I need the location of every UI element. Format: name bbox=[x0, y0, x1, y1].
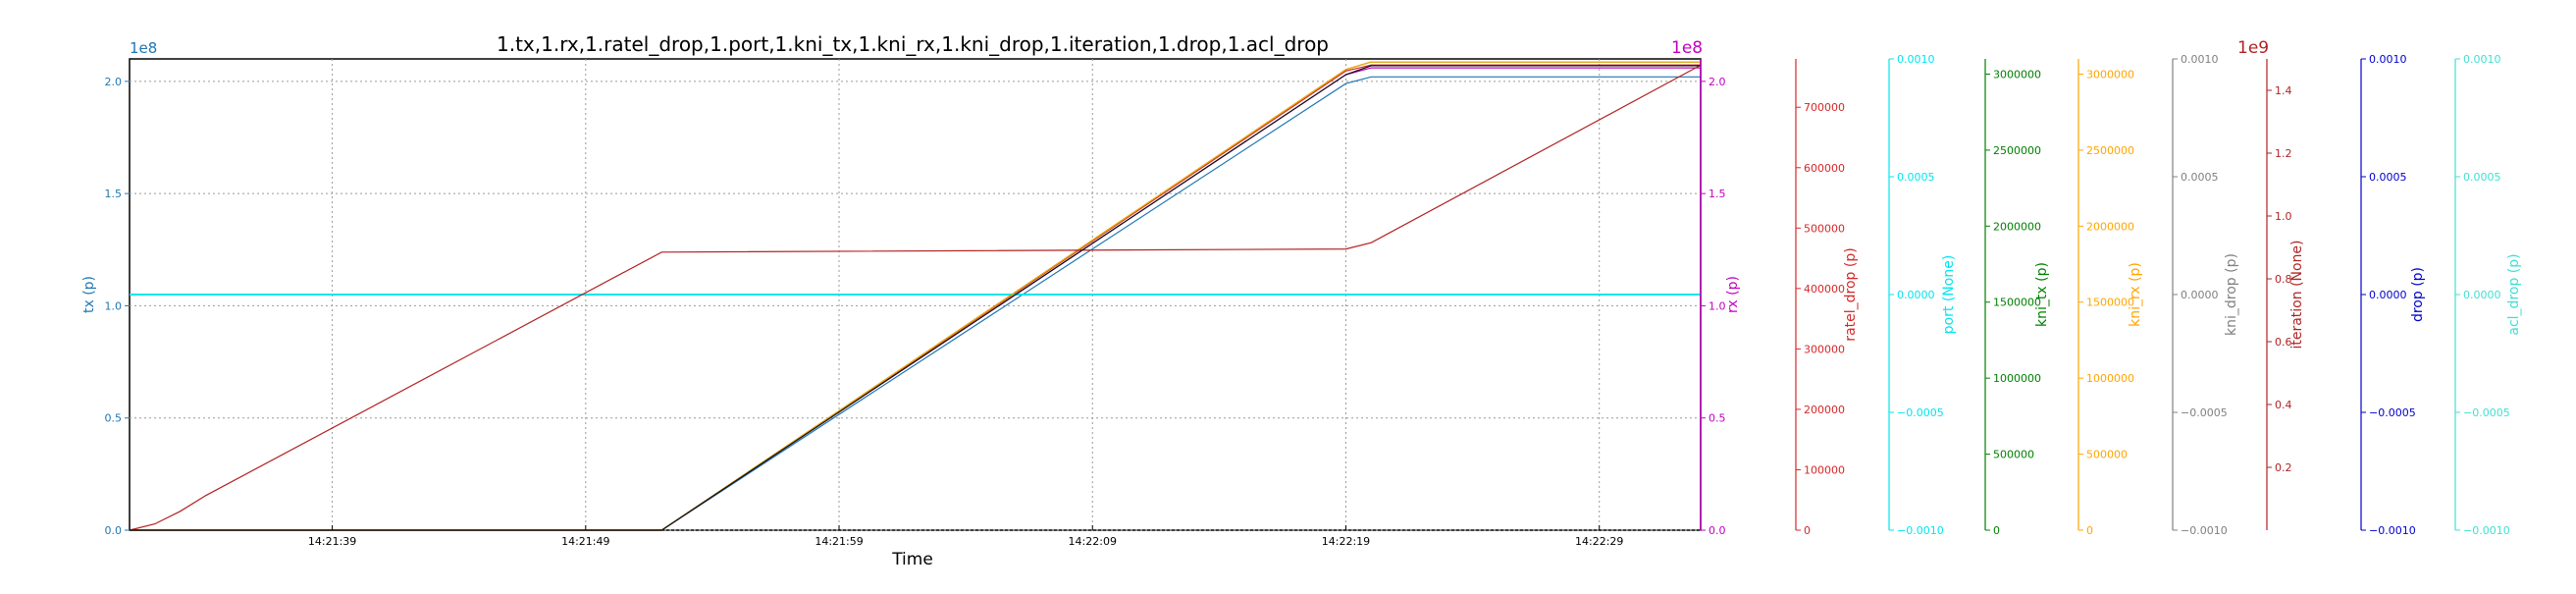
y-tick-label-ratel_drop: 100000 bbox=[1804, 463, 1845, 476]
y-tick-label-acl_drop: 0.0000 bbox=[2463, 289, 2501, 301]
y-tick-label-rx: 1.5 bbox=[1709, 188, 1726, 200]
y-tick-label-drop: 0.0010 bbox=[2369, 53, 2407, 66]
axes-layer: 14:21:39 14:21:49 14:21:59 14:22:09 14:22:19… bbox=[81, 38, 2522, 548]
y-tick-label-acl_drop: −0.0010 bbox=[2463, 524, 2510, 537]
y-tick-label-ratel_drop: 700000 bbox=[1804, 101, 1845, 114]
y-tick-label-kni_tx: 0 bbox=[1993, 524, 2000, 537]
series-line-2 bbox=[130, 64, 1701, 531]
axis-label-acl_drop: acl_drop (p) bbox=[2506, 253, 2522, 335]
y-tick-label-ratel_drop: 500000 bbox=[1804, 222, 1845, 235]
y-tick-label-port: 0.0005 bbox=[1897, 171, 1935, 184]
axis-label-kni_rx: kni_rx (p) bbox=[2128, 262, 2143, 327]
y-tick-label-port: 0.0000 bbox=[1897, 289, 1935, 301]
y-tick-label-iteration: 0.4 bbox=[2275, 399, 2292, 411]
x-tick-label: 14:21:49 bbox=[561, 535, 609, 548]
axis-label-rx: rx (p) bbox=[1725, 276, 1741, 313]
x-tick-label: 14:21:39 bbox=[308, 535, 356, 548]
y-tick-label-acl_drop: 0.0005 bbox=[2463, 171, 2501, 184]
y-tick-label-kni_drop: −0.0010 bbox=[2181, 524, 2228, 537]
y-tick-label-tx: 0.0 bbox=[105, 524, 123, 537]
series-line-0 bbox=[130, 76, 1701, 531]
y-tick-label-drop: 0.0005 bbox=[2369, 171, 2407, 184]
axis-label-tx: tx (p) bbox=[81, 276, 97, 313]
x-tick-label: 14:22:09 bbox=[1069, 535, 1117, 548]
y-tick-label-port: −0.0005 bbox=[1897, 406, 1944, 419]
y-tick-label-rx: 2.0 bbox=[1709, 76, 1726, 88]
y-tick-label-kni_rx: 1000000 bbox=[2086, 372, 2134, 385]
y-tick-label-kni_rx: 3000000 bbox=[2086, 68, 2134, 81]
chart-title: 1.tx,1.rx,1.ratel_drop,1.port,1.kni_tx,1… bbox=[497, 32, 1329, 56]
axis-label-kni_drop: kni_drop (p) bbox=[2224, 253, 2239, 336]
axis-label-port: port (None) bbox=[1941, 255, 1957, 335]
y-tick-label-rx: 0.5 bbox=[1709, 412, 1726, 425]
y-tick-label-iteration: 0.6 bbox=[2275, 336, 2292, 349]
axis-label-iteration: iteration (None) bbox=[2289, 240, 2305, 349]
x-tick-label: 14:22:19 bbox=[1322, 535, 1370, 548]
y-tick-label-kni_drop: 0.0005 bbox=[2181, 171, 2219, 184]
y-tick-label-ratel_drop: 200000 bbox=[1804, 404, 1845, 416]
axis-label-drop: drop (p) bbox=[2410, 267, 2426, 322]
series-layer bbox=[129, 61, 1702, 531]
y-tick-label-kni_tx: 2000000 bbox=[1993, 220, 2041, 233]
y-tick-label-iteration: 1.2 bbox=[2275, 147, 2292, 160]
y-tick-label-kni_rx: 0 bbox=[2086, 524, 2093, 537]
y-tick-label-ratel_drop: 400000 bbox=[1804, 283, 1845, 296]
y-tick-label-kni_tx: 1000000 bbox=[1993, 372, 2041, 385]
y-tick-label-ratel_drop: 600000 bbox=[1804, 162, 1845, 175]
x-axis-label: Time bbox=[891, 550, 933, 569]
y-tick-label-tx: 1.5 bbox=[105, 188, 123, 200]
y-tick-label-kni_rx: 1500000 bbox=[2086, 297, 2134, 309]
x-tick-label: 14:21:59 bbox=[815, 535, 863, 548]
axis-multiplier-tx: 1e8 bbox=[130, 39, 157, 57]
axis-multiplier-iteration: 1e9 bbox=[2237, 38, 2269, 58]
series-line-5 bbox=[130, 61, 1701, 531]
y-tick-label-kni_rx: 2500000 bbox=[2086, 144, 2134, 157]
y-tick-label-iteration: 0.2 bbox=[2275, 461, 2292, 474]
y-tick-label-rx: 0.0 bbox=[1709, 524, 1726, 537]
x-tick-label: 14:22:29 bbox=[1575, 535, 1623, 548]
y-tick-label-kni_drop: −0.0005 bbox=[2181, 406, 2228, 419]
grid-layer bbox=[129, 58, 1702, 531]
y-tick-label-tx: 1.0 bbox=[105, 299, 123, 312]
y-tick-label-acl_drop: 0.0010 bbox=[2463, 53, 2501, 66]
y-tick-label-kni_tx: 1500000 bbox=[1993, 297, 2041, 309]
y-tick-label-rx: 1.0 bbox=[1709, 299, 1726, 312]
y-tick-label-drop: −0.0005 bbox=[2369, 406, 2416, 419]
y-tick-label-drop: 0.0000 bbox=[2369, 289, 2407, 301]
series-line-1 bbox=[130, 67, 1701, 531]
y-tick-label-kni_tx: 2500000 bbox=[1993, 144, 2041, 157]
y-tick-label-drop: −0.0010 bbox=[2369, 524, 2416, 537]
y-tick-label-port: −0.0010 bbox=[1897, 524, 1944, 537]
series-line-6 bbox=[129, 64, 1702, 531]
y-tick-label-ratel_drop: 0 bbox=[1804, 524, 1811, 537]
y-tick-label-ratel_drop: 300000 bbox=[1804, 343, 1845, 355]
series-line-4 bbox=[130, 61, 1701, 531]
y-tick-label-kni_rx: 500000 bbox=[2086, 449, 2128, 461]
y-tick-label-iteration: 0.8 bbox=[2275, 273, 2292, 286]
y-tick-label-kni_tx: 500000 bbox=[1993, 449, 2034, 461]
y-tick-label-kni_drop: 0.0000 bbox=[2181, 289, 2219, 301]
y-tick-label-acl_drop: −0.0005 bbox=[2463, 406, 2510, 419]
series-line-7 bbox=[130, 65, 1701, 531]
axis-label-ratel_drop: ratel_drop (p) bbox=[1843, 247, 1859, 341]
y-tick-label-iteration: 1.0 bbox=[2275, 210, 2292, 223]
y-tick-label-iteration: 1.4 bbox=[2275, 84, 2292, 97]
y-tick-label-tx: 0.5 bbox=[105, 412, 123, 425]
y-tick-label-port: 0.0010 bbox=[1897, 53, 1935, 66]
y-tick-label-kni_tx: 3000000 bbox=[1993, 68, 2041, 81]
axis-label-kni_tx: kni_tx (p) bbox=[2034, 262, 2050, 327]
y-tick-label-tx: 2.0 bbox=[105, 76, 123, 88]
axis-multiplier-rx: 1e8 bbox=[1671, 38, 1703, 58]
y-tick-label-kni_drop: 0.0010 bbox=[2181, 53, 2219, 66]
y-tick-label-kni_rx: 2000000 bbox=[2086, 220, 2134, 233]
